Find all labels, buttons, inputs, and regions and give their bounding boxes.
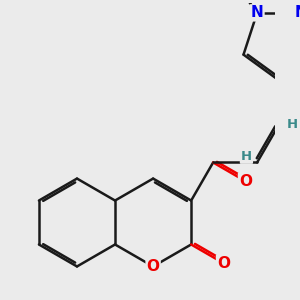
Text: O: O bbox=[147, 259, 160, 274]
Text: N: N bbox=[251, 5, 263, 20]
Text: N: N bbox=[295, 5, 300, 20]
Text: H: H bbox=[287, 118, 298, 131]
Text: O: O bbox=[217, 256, 230, 271]
Text: O: O bbox=[239, 174, 252, 189]
Text: H: H bbox=[241, 150, 252, 163]
